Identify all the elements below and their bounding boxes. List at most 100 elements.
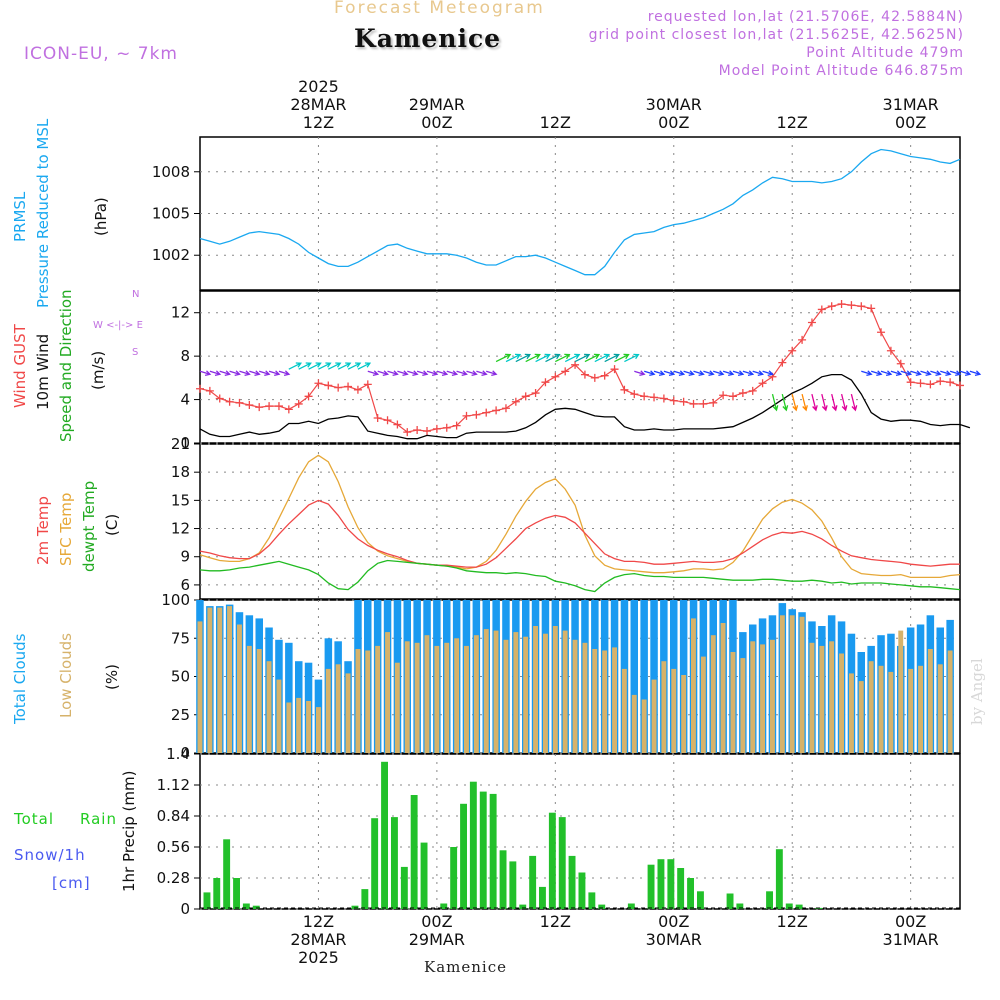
low-cloud-bar [266, 661, 272, 753]
gust-point [334, 383, 343, 392]
rain-bar [460, 803, 467, 909]
low-cloud-bar [473, 635, 479, 753]
low-cloud-bar [671, 668, 677, 753]
low-cloud-bar [424, 635, 430, 753]
gust-point [699, 399, 708, 408]
clouds-ytick-label: 75 [171, 629, 190, 647]
gust-point [225, 397, 234, 406]
top-time-label-line: 00Z [658, 113, 690, 132]
gust-point [462, 411, 471, 420]
gust-point [778, 358, 787, 367]
wind-arrow [969, 370, 982, 377]
wind-arrow [742, 370, 755, 377]
gust-point [867, 304, 876, 313]
wind-ytick-label: 4 [180, 391, 190, 409]
wind-arrow [693, 370, 705, 377]
gust-point [847, 301, 856, 310]
gust-point [403, 428, 412, 437]
gust-point [344, 382, 353, 391]
gust-point [383, 416, 392, 425]
bottom-time-label: 00Z 29MAR [392, 913, 482, 949]
rain-bar [450, 847, 458, 909]
rain-bar [213, 878, 221, 909]
gust-point [640, 392, 649, 401]
rain-bar [233, 878, 240, 909]
total-cloud-bar [285, 642, 293, 753]
wind-arrow [713, 370, 725, 377]
gust-point [946, 378, 955, 387]
gust-point [521, 392, 530, 401]
rain-bar [766, 891, 773, 909]
top-time-label-line: 29MAR [408, 95, 465, 114]
top-time-label-line: 00Z [421, 113, 453, 132]
wind-arrow [880, 370, 893, 377]
low-cloud-bar [503, 639, 509, 753]
low-cloud-bar [306, 701, 311, 753]
pressure-ytick-label: 1008 [152, 163, 190, 181]
wind-arrow [831, 393, 838, 412]
low-cloud-bar [888, 671, 894, 753]
wind-arrow [308, 362, 322, 370]
top-time-label: 31MAR 00Z [866, 96, 956, 132]
wind-arrow [416, 370, 429, 377]
low-cloud-bar [631, 694, 637, 753]
low-cloud-bar [927, 649, 933, 753]
wind-arrow [209, 370, 222, 377]
low-cloud-bar [868, 661, 874, 753]
wind-arrow [397, 370, 409, 377]
gust-point [205, 386, 214, 395]
bottom-time-label-line: 12Z [776, 912, 808, 931]
temperature-frame [199, 443, 961, 600]
low-cloud-bar [533, 626, 538, 753]
low-cloud-bar [444, 642, 450, 753]
gust-point [501, 404, 510, 413]
wind-arrow [259, 370, 271, 377]
gust-point [738, 389, 747, 398]
model-altitude: Model Point Altitude 646.875m [718, 63, 964, 79]
low-cloud-bar [661, 661, 667, 753]
gust-point [886, 346, 895, 355]
precipitation-ytick-label: 1.4 [166, 745, 190, 763]
rain-bar [578, 872, 586, 909]
low-cloud-bar [592, 649, 598, 753]
low-cloud-bar [819, 645, 825, 753]
wind-arrow [959, 370, 972, 377]
gust-point [916, 379, 925, 388]
bottom-time-label: 00Z 30MAR [629, 913, 719, 949]
wind-arrow [446, 370, 459, 377]
gust-point [630, 390, 639, 399]
sfc-temp-line [199, 454, 961, 579]
wind-arrow [594, 353, 610, 363]
rain-bar [558, 817, 566, 909]
low-cloud-bar [730, 652, 736, 753]
gust-point [669, 396, 678, 405]
low-cloud-bar [414, 642, 420, 753]
wind-arrow [871, 370, 883, 377]
low-cloud-bar [602, 650, 608, 753]
rain-bar [400, 866, 408, 909]
wind-arrow [771, 393, 779, 412]
total-label: Total [14, 810, 55, 828]
gust-point [492, 406, 501, 415]
low-cloud-bar [207, 607, 213, 753]
gust-point [245, 401, 254, 409]
gust-point [956, 381, 964, 390]
gust-point [511, 397, 520, 406]
rain-bar [785, 903, 793, 909]
low-cloud-bar [918, 665, 923, 753]
top-time-label-line: 31MAR [882, 95, 939, 114]
low-cloud-bar [227, 606, 232, 753]
low-cloud-bar [947, 650, 953, 753]
top-time-label-line: 30MAR [645, 95, 702, 114]
wind-arrow [278, 370, 291, 377]
rain-bar [519, 904, 527, 909]
low-cloud-bar [217, 607, 223, 753]
low-cloud-bar [523, 636, 529, 753]
bottom-time-label: 12Z [510, 913, 600, 931]
rain-bar [627, 903, 635, 909]
gust-point [748, 386, 757, 395]
wind-arrow [722, 370, 735, 377]
rain-bar [479, 791, 487, 909]
rain-bar [598, 904, 606, 909]
snow-unit: [cm] [52, 874, 91, 892]
